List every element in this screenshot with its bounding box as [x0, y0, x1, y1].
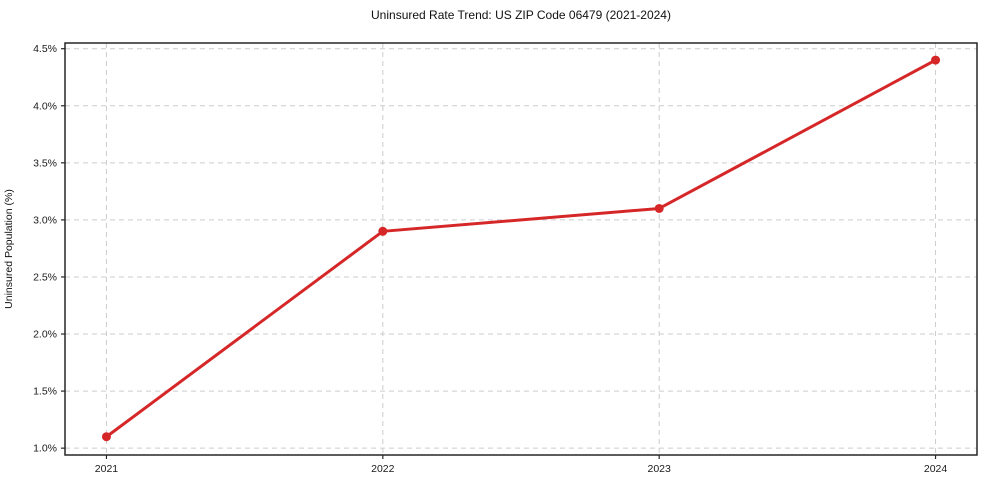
y-tick-label: 3.0%: [33, 214, 57, 226]
data-point-2021: [101, 432, 111, 442]
trend-line: [104, 58, 938, 439]
data-point-2024: [931, 55, 941, 65]
y-tick-label: 2.0%: [33, 329, 57, 341]
x-tick-label: 2024: [924, 463, 948, 475]
plot-border: [64, 42, 978, 456]
y-tick-label: 4.5%: [33, 43, 57, 55]
x-tick-label: 2023: [648, 463, 672, 475]
data-point-2023: [654, 203, 664, 213]
chart-title: Uninsured Rate Trend: US ZIP Code 06479 …: [371, 8, 671, 22]
y-tick-label: 3.5%: [33, 157, 57, 169]
y-tick-label: 4.0%: [33, 100, 57, 112]
y-tick-label: 1.0%: [33, 443, 57, 455]
y-tick-label: 2.5%: [33, 271, 57, 283]
x-tick-label: 2021: [95, 463, 119, 475]
x-tick-label: 2022: [371, 463, 395, 475]
data-point-2022: [378, 226, 388, 236]
y-tick-label: 1.5%: [33, 386, 57, 398]
